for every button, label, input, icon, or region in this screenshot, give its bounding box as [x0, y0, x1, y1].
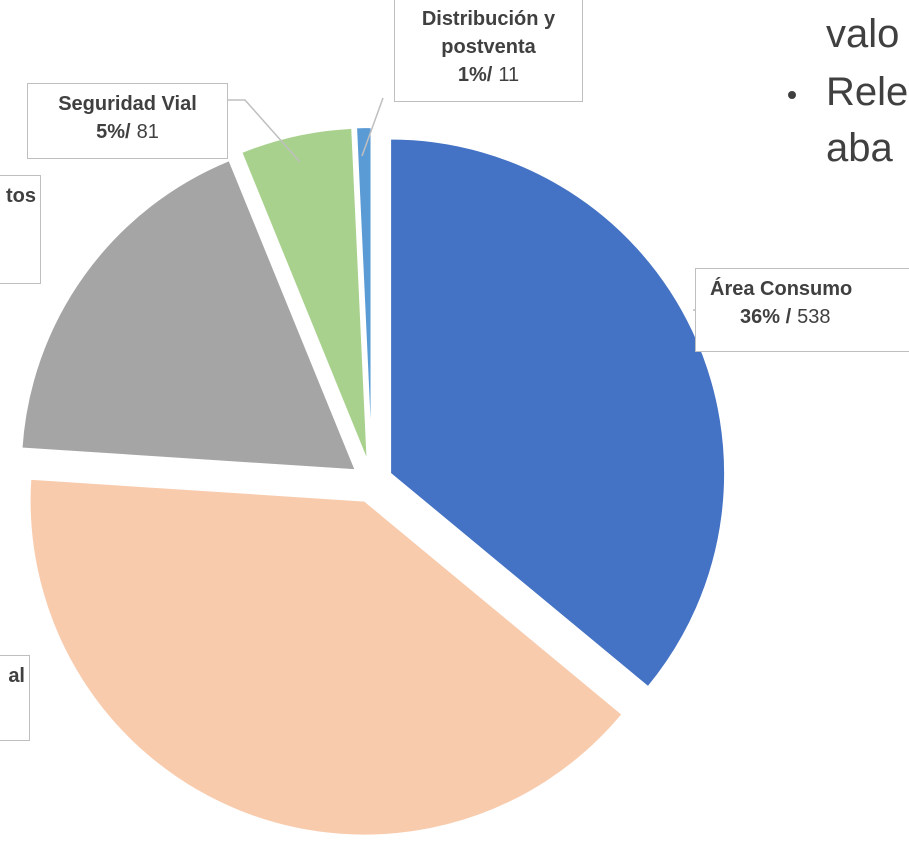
- value-line: 1%/11: [399, 61, 578, 89]
- percent-label: 36% /: [740, 306, 792, 328]
- data-label: Seguridad Vial 5%/81: [27, 83, 228, 159]
- side-text: valo: [826, 12, 900, 56]
- category-label: Distribución y postventa: [421, 8, 556, 58]
- pie-slice: [239, 126, 369, 463]
- pie-slice: [389, 137, 727, 689]
- category-label: Seguridad Vial: [58, 93, 197, 115]
- data-label: al: [0, 655, 30, 741]
- bullet: [788, 91, 796, 99]
- leader-line: [361, 97, 384, 157]
- pie-slice: [28, 477, 624, 837]
- data-label: Distribución y postventa 1%/11: [394, 0, 583, 102]
- category-label: al: [8, 665, 25, 687]
- pie-slice: [20, 158, 358, 472]
- count-label: 81: [136, 121, 159, 143]
- pie-slice: [354, 126, 373, 463]
- category-label: tos: [6, 185, 36, 207]
- category-label: Área Consumo: [710, 278, 853, 300]
- data-label: tos: [0, 175, 41, 284]
- side-text: aba: [826, 126, 893, 170]
- data-label: Área Consumo 36% /538: [695, 268, 909, 352]
- count-label: 11: [498, 64, 520, 86]
- value-line: 5%/81: [32, 118, 223, 146]
- value-line: 36% /538: [710, 303, 909, 331]
- count-label: 538: [797, 306, 831, 328]
- leader-line: [228, 99, 301, 163]
- percent-label: 5%/: [96, 121, 131, 143]
- percent-label: 1%/: [457, 64, 493, 86]
- side-text: Rele: [826, 70, 909, 114]
